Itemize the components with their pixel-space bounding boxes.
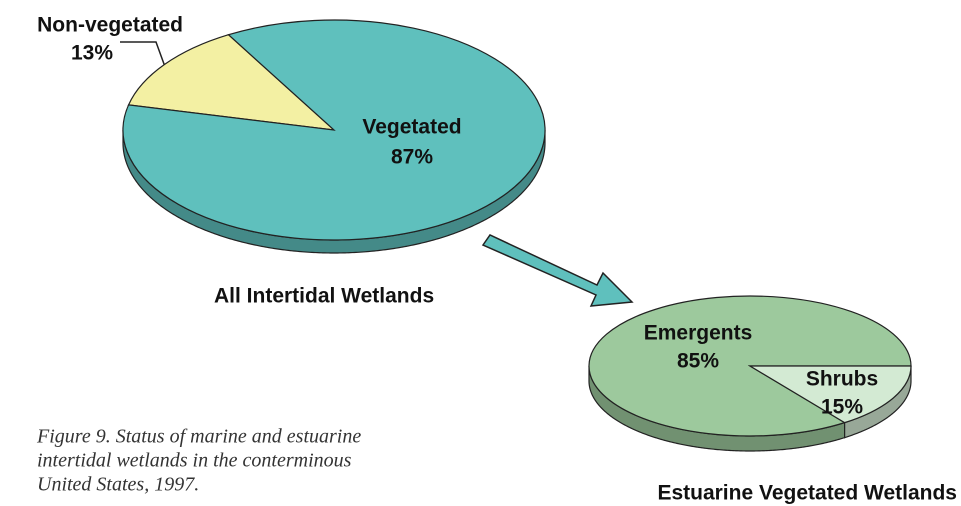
- slice-value-label: 15%: [821, 396, 863, 419]
- slice-label: Emergents: [644, 322, 753, 345]
- caption-line: Figure 9. Status of marine and estuarine: [36, 426, 361, 448]
- chart-title: All Intertidal Wetlands: [214, 285, 434, 308]
- caption-line: intertidal wetlands in the conterminous: [37, 450, 352, 472]
- pie-slice: [122, 19, 546, 241]
- slice-value-label: 13%: [71, 42, 113, 65]
- caption-line: United States, 1997.: [37, 474, 199, 496]
- arrow: [481, 234, 634, 307]
- slice-label: Shrubs: [806, 368, 878, 391]
- leader-line: [120, 41, 169, 76]
- slice-value-label: 85%: [677, 350, 719, 373]
- chart-title: Estuarine Vegetated Wetlands: [657, 482, 957, 505]
- slice-value-label: 87%: [391, 146, 433, 169]
- slice-label: Non-vegetated: [37, 14, 183, 37]
- pie-slice: [127, 34, 336, 131]
- pie-slice: [747, 365, 912, 424]
- slice-label: Vegetated: [362, 116, 461, 139]
